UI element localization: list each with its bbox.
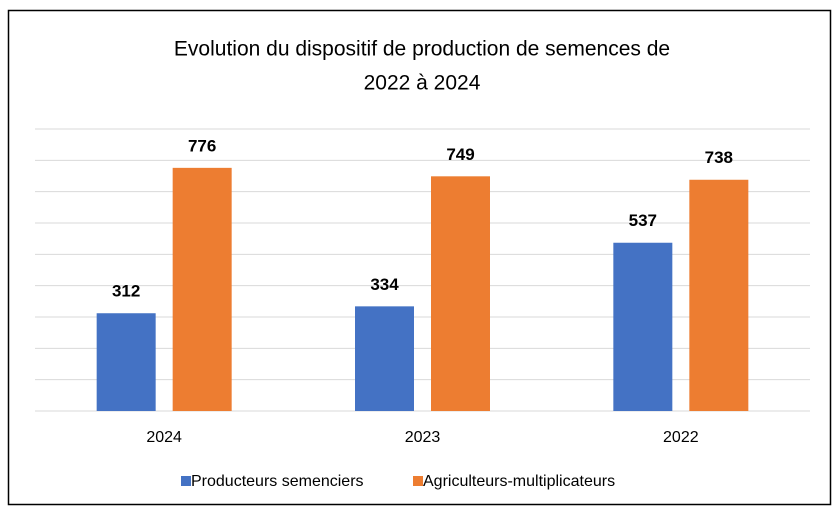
legend-label: Agriculteurs-multiplicateurs [423,473,615,490]
chart-title: 2022 à 2024 [364,72,481,95]
x-tick-label: 2024 [146,429,182,446]
data-label: 334 [370,275,399,294]
legend-swatch [181,476,191,486]
data-label: 749 [446,145,474,164]
legend-label: Producteurs semenciers [191,473,364,490]
bar [355,306,414,411]
data-label: 776 [188,136,216,155]
data-label: 312 [112,282,140,301]
x-tick-label: 2023 [405,429,441,446]
chart-title: Evolution du dispositif de production de… [174,38,670,61]
bar [96,313,156,411]
legend-swatch [413,476,423,486]
bar [689,179,749,411]
bar [431,176,490,411]
bar [613,242,673,411]
x-tick-label: 2022 [663,429,699,446]
bar [172,167,232,411]
data-label: 738 [705,148,733,167]
data-label: 537 [629,211,657,230]
